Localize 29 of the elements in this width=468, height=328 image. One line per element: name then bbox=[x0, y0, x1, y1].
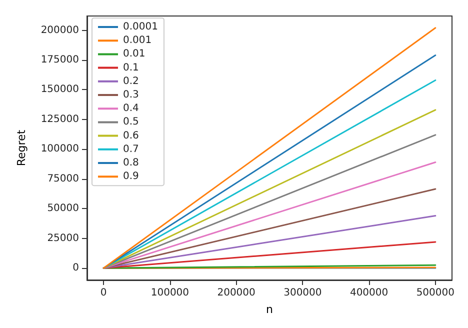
legend-label: 0.9 bbox=[123, 171, 139, 182]
y-tick-label: 75000 bbox=[47, 173, 79, 184]
y-tick-label: 125000 bbox=[40, 114, 79, 125]
x-tick-label: 300000 bbox=[284, 288, 322, 298]
legend-label: 0.2 bbox=[123, 76, 139, 87]
legend-label: 0.6 bbox=[123, 130, 139, 142]
x-tick-label: 500000 bbox=[416, 288, 455, 298]
y-tick-label: 175000 bbox=[40, 54, 79, 66]
x-axis-title: n bbox=[266, 303, 274, 316]
legend-label: 0.0001 bbox=[123, 22, 158, 32]
x-tick-label: 100000 bbox=[150, 288, 190, 298]
legend-label: 0.001 bbox=[123, 35, 152, 46]
y-axis-title: Regret bbox=[15, 129, 28, 166]
x-tick-label: 400000 bbox=[350, 288, 388, 298]
y-tick-label: 50000 bbox=[47, 203, 79, 214]
y-tick-label: 100000 bbox=[40, 144, 79, 155]
x-tick-label: 200000 bbox=[217, 288, 256, 298]
legend-label: 0.5 bbox=[123, 116, 139, 128]
legend-label: 0.4 bbox=[123, 103, 139, 114]
y-tick-label: 25000 bbox=[47, 232, 79, 244]
legend-label: 0.7 bbox=[123, 144, 139, 155]
y-tick-label: 0 bbox=[72, 262, 79, 274]
legend-label: 0.3 bbox=[123, 90, 139, 100]
y-tick-label: 200000 bbox=[40, 24, 79, 36]
y-tick-label: 150000 bbox=[40, 84, 79, 96]
legend-label: 0.8 bbox=[123, 158, 139, 168]
x-tick-label: 0 bbox=[100, 288, 107, 298]
legend-label: 0.1 bbox=[123, 62, 139, 74]
legend-label: 0.01 bbox=[123, 48, 146, 60]
